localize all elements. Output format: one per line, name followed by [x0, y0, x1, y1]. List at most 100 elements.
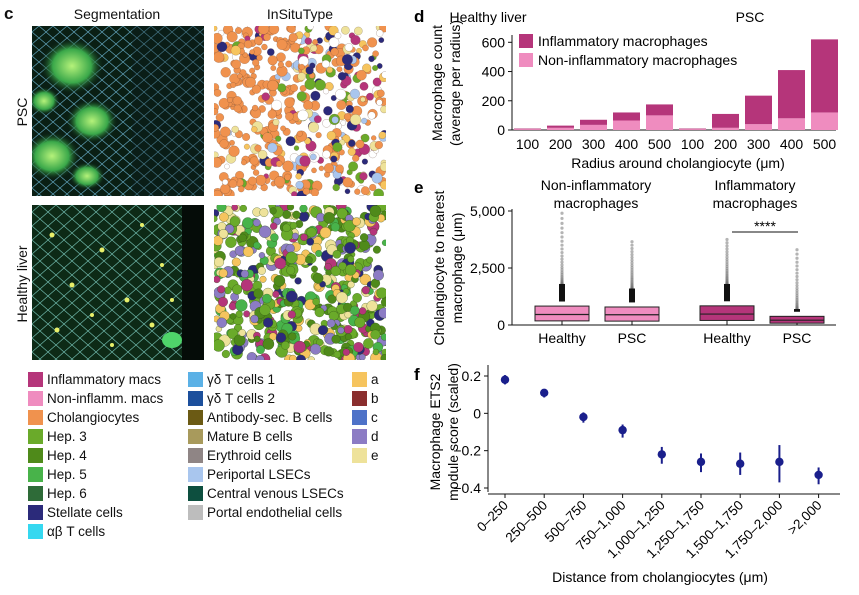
- legend-label: Antibody-sec. B cells: [207, 409, 333, 425]
- cell-mark: [380, 180, 386, 190]
- data-point: [736, 459, 745, 468]
- legend-item: γδ T cells 1: [188, 371, 275, 387]
- data-point: [657, 450, 666, 459]
- cell-mark: [369, 184, 377, 192]
- cell-mark: [214, 108, 219, 116]
- cell-mark: [337, 72, 347, 81]
- cell-mark: [380, 354, 386, 360]
- cell-mark: [256, 345, 265, 354]
- legend-column-1: Inflammatory macs Non-inflamm. macs Chol…: [28, 371, 208, 551]
- legend-label: e: [371, 447, 379, 463]
- legend-item: Hep. 4: [28, 447, 87, 463]
- cell-mark: [373, 188, 384, 196]
- cell-mark: [220, 67, 231, 78]
- cell-mark: [242, 52, 248, 58]
- bar: [679, 128, 706, 130]
- cell-mark: [330, 47, 339, 56]
- outlier-point: [560, 231, 564, 235]
- cell-mark: [310, 44, 318, 52]
- cell-mark: [318, 165, 325, 171]
- cell-mark: [228, 179, 238, 188]
- cell-mark: [362, 44, 369, 52]
- cell-mark: [310, 188, 319, 196]
- cell-mark: [214, 235, 224, 246]
- title-line: macrophages: [554, 195, 639, 211]
- legend-label: Hep. 5: [47, 466, 87, 482]
- cell-mark: [281, 341, 290, 350]
- cell-mark: [298, 47, 305, 55]
- y-axis-label-d: Macrophage count (average per radius): [429, 20, 463, 146]
- cell-mark: [228, 145, 240, 157]
- y-label-line: Macrophage ETS2: [427, 373, 443, 490]
- cell-mark: [361, 286, 370, 295]
- legend-item: Portal endothelial cells: [188, 504, 342, 520]
- cell-mark: [222, 179, 229, 186]
- cell-mark: [350, 305, 360, 316]
- y-tick-label-f: 0.2: [462, 368, 482, 384]
- outlier-point: [560, 216, 564, 221]
- cell-mark: [277, 61, 284, 68]
- cell-mark: [373, 269, 384, 281]
- cell-mark: [258, 26, 270, 35]
- cell-mark: [256, 54, 263, 61]
- legend-label: c: [371, 409, 378, 425]
- insitutype-psc-image: [214, 26, 386, 196]
- legend-label: b: [371, 390, 379, 406]
- outlier-point: [725, 244, 729, 248]
- outlier-point: [560, 221, 564, 225]
- panel-f-letter: f: [414, 365, 420, 384]
- cell-mark: [259, 304, 271, 316]
- cell-mark: [229, 313, 237, 320]
- cell-mark: [310, 153, 317, 161]
- outlier-dense: [724, 283, 730, 302]
- cell-mark: [376, 99, 383, 106]
- cell-mark: [270, 233, 279, 242]
- insitutype-title: InSituType: [266, 6, 334, 22]
- legend-label: Mature B cells: [207, 428, 293, 444]
- outlier-point: [795, 286, 799, 290]
- cell-mark: [272, 290, 280, 298]
- legend-swatch: [188, 485, 203, 501]
- cell-mark: [312, 297, 320, 306]
- legend-swatch-d: [519, 53, 533, 67]
- cell-mark: [366, 256, 374, 264]
- legend-label: αβ T cells: [47, 523, 106, 539]
- title-line: Non-inflammatory: [541, 177, 651, 193]
- cell-mark: [238, 233, 247, 243]
- legend-swatch: [188, 390, 203, 406]
- cell-mark: [356, 70, 367, 81]
- cell-mark: [314, 115, 322, 124]
- cell-mark: [380, 333, 386, 341]
- title-line: macrophages: [713, 195, 798, 211]
- cell-mark: [218, 229, 229, 239]
- data-point: [814, 470, 823, 480]
- cell-mark: [251, 84, 261, 94]
- cell-mark: [249, 67, 256, 74]
- outlier-point: [795, 283, 799, 288]
- cell-mark: [250, 314, 259, 324]
- outlier-point: [725, 241, 729, 245]
- cell-mark: [367, 37, 378, 48]
- cell-mark: [289, 354, 297, 360]
- cell-mark: [380, 105, 386, 114]
- cell-mark: [267, 142, 278, 153]
- cell-mark: [235, 27, 242, 34]
- cell-mark: [354, 26, 363, 36]
- legend-label: Inflammatory macs: [47, 371, 162, 387]
- y-tick-label-f: −0.4: [453, 480, 481, 496]
- x-tick-label-e: PSC: [783, 330, 812, 346]
- outlier-point: [795, 278, 799, 282]
- cell-mark: [350, 35, 361, 46]
- cell-mark: [326, 319, 336, 328]
- cell-mark: [245, 76, 256, 88]
- outlier-dense: [794, 309, 800, 312]
- legend-item: d: [352, 428, 379, 444]
- legend-item: Mature B cells: [188, 428, 293, 444]
- x-tick-label-d: 100: [516, 136, 540, 152]
- cell-mark: [315, 250, 323, 257]
- outlier-point: [725, 252, 729, 257]
- legend-item: Erythroid cells: [188, 447, 292, 463]
- cell-mark: [276, 39, 288, 50]
- cell-mark: [336, 100, 347, 110]
- legend-swatch: [352, 371, 367, 387]
